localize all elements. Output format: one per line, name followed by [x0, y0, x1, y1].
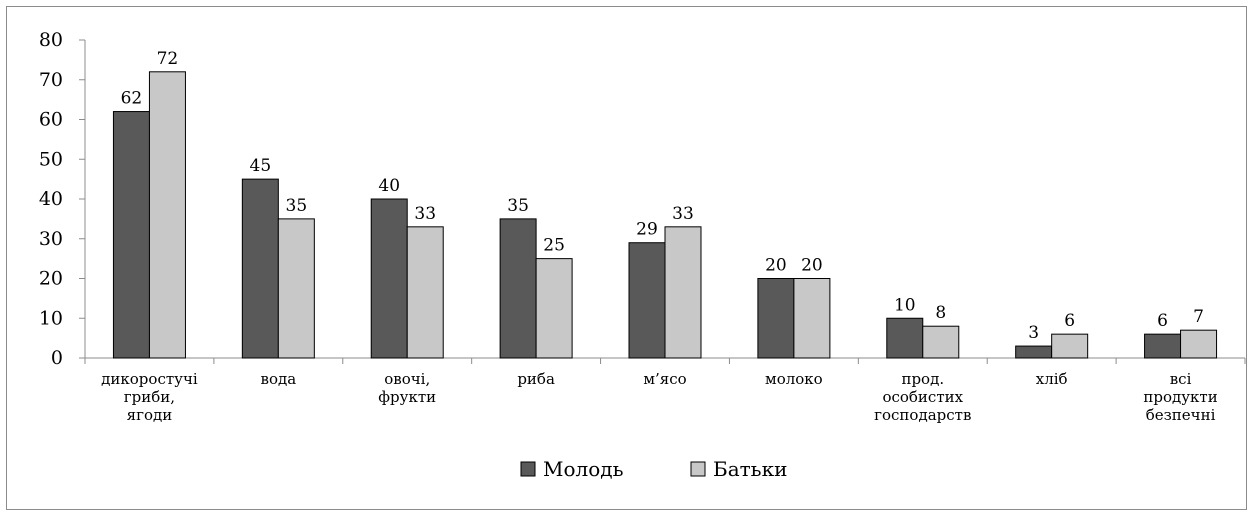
category-label: риба [517, 370, 555, 388]
data-label: 40 [378, 176, 400, 196]
bar-series2 [277, 218, 315, 359]
data-label: 6 [1157, 311, 1168, 331]
category-label: дикоростучі [101, 370, 198, 388]
bars [112, 71, 1218, 359]
bar-series2 [406, 226, 444, 359]
category-label: вода [261, 370, 297, 388]
bar-series2 [1051, 333, 1089, 359]
bar-series1 [886, 317, 924, 359]
category-label: прод. [901, 370, 944, 388]
y-tick-label: 30 [39, 228, 63, 250]
data-label: 10 [894, 295, 916, 315]
bar-series2 [922, 325, 960, 359]
category-label: овочі, [384, 370, 430, 388]
legend-label: Молодь [543, 457, 624, 481]
category-label: продукти [1143, 388, 1217, 406]
data-label: 45 [250, 156, 272, 176]
data-label: 20 [765, 256, 787, 276]
data-label: 35 [286, 196, 308, 216]
data-label: 3 [1028, 323, 1039, 343]
y-tick-label: 70 [39, 69, 63, 91]
category-label: особистих [882, 388, 963, 406]
data-label: 29 [636, 220, 658, 240]
y-tick-label: 20 [39, 268, 63, 290]
category-label: молоко [765, 370, 823, 388]
bar-series1 [1144, 333, 1182, 359]
bar-series2 [793, 278, 831, 359]
data-label: 62 [121, 89, 143, 109]
data-label: 25 [543, 236, 565, 256]
bar-series2 [148, 71, 186, 359]
data-label: 35 [507, 196, 529, 216]
bar-series1 [628, 242, 666, 359]
data-label: 33 [672, 204, 694, 224]
category-label: фрукти [378, 388, 436, 406]
chart-frame [6, 6, 1247, 510]
legend-swatch [690, 461, 706, 477]
category-label: ягоди [127, 406, 173, 424]
y-tick-label: 10 [39, 307, 63, 329]
y-tick-label: 40 [39, 188, 63, 210]
bar-series1 [499, 218, 537, 359]
category-label: м’ясо [643, 370, 686, 388]
data-label: 7 [1193, 307, 1204, 327]
data-label: 8 [935, 303, 946, 323]
bar-series2 [664, 226, 702, 359]
bar-series1 [757, 278, 795, 359]
bar-series1 [1015, 345, 1053, 359]
category-label: безпечні [1146, 406, 1216, 424]
y-tick-label: 80 [39, 29, 63, 51]
data-label: 20 [801, 256, 823, 276]
legend-swatch [520, 461, 536, 477]
legend-label: Батьки [713, 457, 787, 481]
y-tick-label: 60 [39, 109, 63, 131]
bar-series2 [1180, 329, 1218, 359]
bar-series1 [112, 111, 150, 359]
category-label: всі [1170, 370, 1192, 388]
data-label: 6 [1064, 311, 1075, 331]
category-label: хліб [1036, 370, 1068, 388]
data-labels: 62 72 45 35 40 33 35 25 29 33 20 20 10 8 3 6 6 7 [121, 49, 1204, 343]
legend: Молодь Батьки [520, 457, 787, 481]
data-label: 72 [157, 49, 179, 69]
bar-series1 [241, 178, 279, 359]
bar-series2 [535, 258, 573, 359]
category-label: гриби, [124, 388, 175, 406]
y-tick-label: 0 [51, 347, 63, 369]
data-label: 33 [414, 204, 436, 224]
category-label: господарств [874, 406, 971, 424]
bar-series1 [370, 198, 408, 359]
y-tick-label: 50 [39, 148, 63, 170]
